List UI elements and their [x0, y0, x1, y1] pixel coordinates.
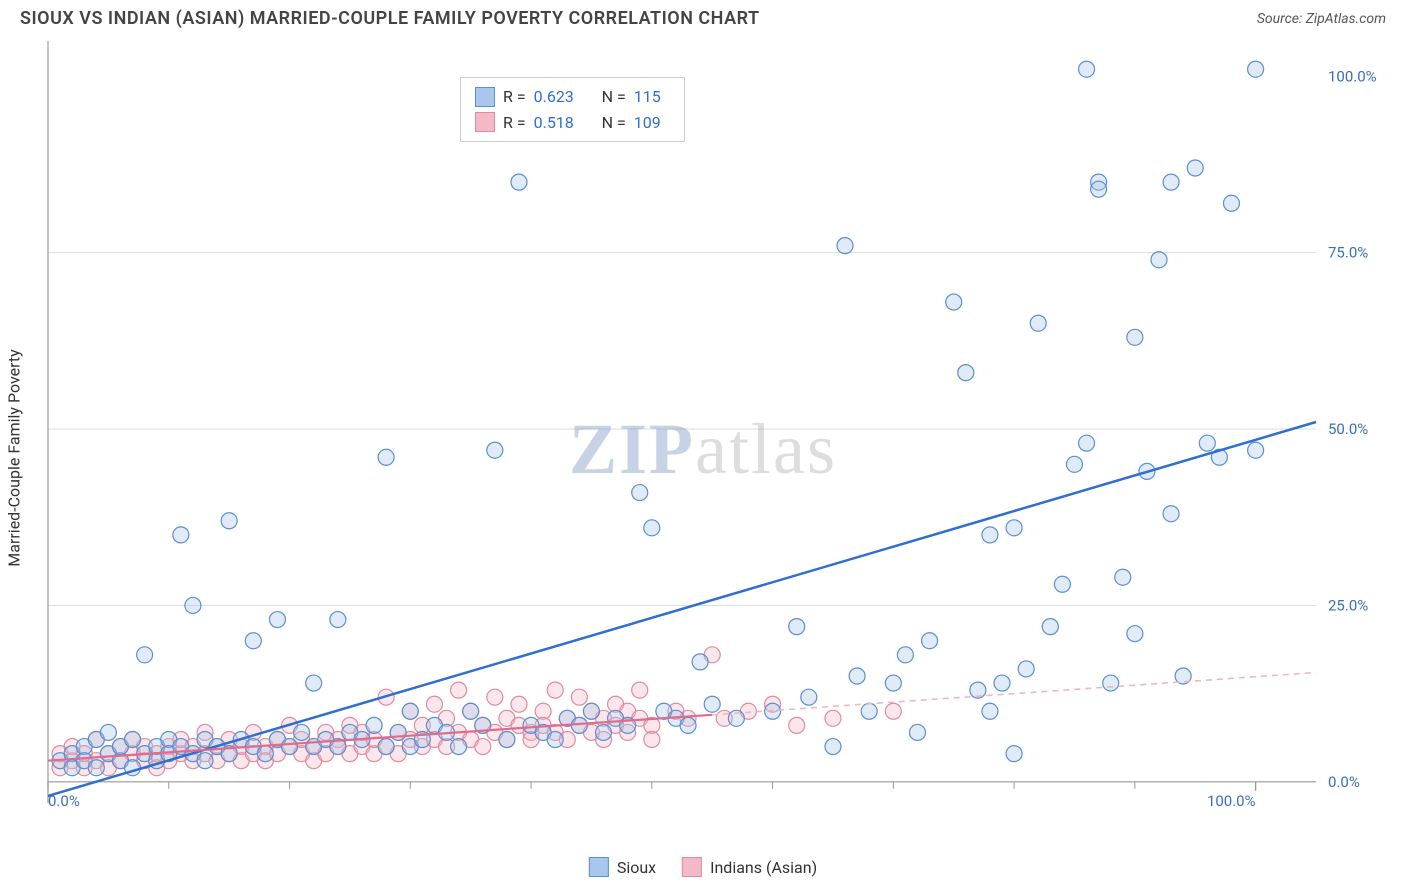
svg-text:100.0%: 100.0% [1207, 792, 1256, 810]
svg-text:75.0%: 75.0% [1328, 244, 1368, 262]
svg-text:0.0%: 0.0% [1328, 773, 1360, 791]
scatter-plot-svg: 0.0%100.0%0.0%25.0%50.0%75.0%100.0% [0, 33, 1406, 853]
n-value-sioux: 115 [634, 84, 670, 110]
correlation-legend: R = 0.623 N = 115 R = 0.518 N = 109 [460, 77, 685, 142]
r-value-indian: 0.518 [534, 110, 586, 136]
svg-text:25.0%: 25.0% [1328, 596, 1368, 614]
r-value-sioux: 0.623 [534, 84, 586, 110]
swatch-indian [682, 857, 702, 877]
legend-item-indian: Indians (Asian) [682, 857, 817, 877]
swatch-indian [475, 112, 495, 132]
swatch-sioux [475, 87, 495, 107]
chart-container: Married-Couple Family Poverty 0.0% 100.0%… [0, 33, 1406, 883]
r-label: R = [503, 110, 526, 136]
chart-header: SIOUX VS INDIAN (ASIAN) MARRIED-COUPLE F… [0, 0, 1406, 33]
legend-row-sioux: R = 0.623 N = 115 [475, 84, 670, 110]
n-label: N = [602, 84, 626, 110]
legend-label-indian: Indians (Asian) [710, 858, 817, 877]
y-axis-label: Married-Couple Family Poverty [5, 349, 24, 566]
legend-label-sioux: Sioux [617, 858, 656, 877]
svg-text:50.0%: 50.0% [1328, 420, 1368, 438]
chart-title: SIOUX VS INDIAN (ASIAN) MARRIED-COUPLE F… [20, 8, 760, 29]
source-name: ZipAtlas.com [1306, 11, 1386, 27]
source-prefix: Source: [1257, 11, 1306, 27]
svg-text:100.0%: 100.0% [1328, 67, 1377, 85]
r-label: R = [503, 84, 526, 110]
legend-item-sioux: Sioux [589, 857, 656, 877]
n-value-indian: 109 [634, 110, 670, 136]
n-label: N = [602, 110, 626, 136]
chart-source: Source: ZipAtlas.com [1257, 11, 1386, 27]
legend-row-indian: R = 0.518 N = 109 [475, 110, 670, 136]
series-legend: Sioux Indians (Asian) [589, 857, 817, 877]
swatch-sioux [589, 857, 609, 877]
